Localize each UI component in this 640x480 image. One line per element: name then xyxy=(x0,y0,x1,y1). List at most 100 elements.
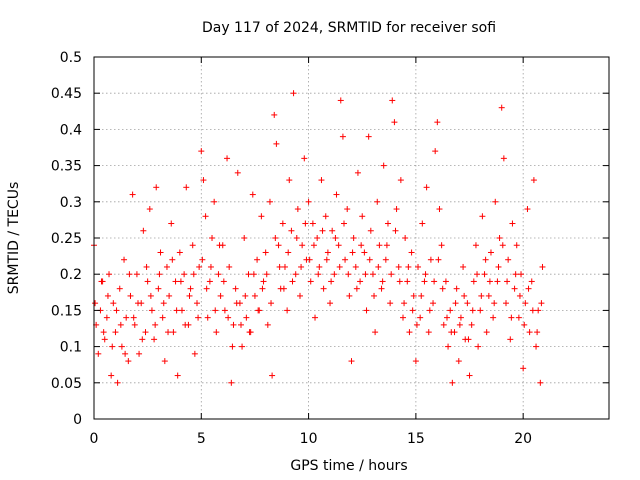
data-point xyxy=(487,249,494,256)
data-point xyxy=(537,379,544,386)
data-point xyxy=(350,235,357,241)
axis-ticks xyxy=(93,56,609,420)
data-point xyxy=(305,198,312,205)
data-point xyxy=(285,249,292,256)
data-point xyxy=(125,358,132,365)
data-point xyxy=(470,278,477,285)
data-point xyxy=(98,278,105,285)
data-point xyxy=(243,314,250,321)
data-point xyxy=(516,292,523,299)
data-point xyxy=(245,271,252,278)
data-point xyxy=(155,285,162,292)
data-point xyxy=(352,263,359,270)
y-tick-label: 0 xyxy=(73,412,82,428)
data-point xyxy=(259,285,266,292)
y-axis-label: SRMTID / TECUs xyxy=(6,182,22,295)
data-point xyxy=(272,235,279,241)
data-point xyxy=(372,329,379,336)
data-point xyxy=(241,235,248,241)
data-point xyxy=(242,292,249,299)
data-point xyxy=(500,155,507,162)
data-point xyxy=(486,278,493,285)
data-point xyxy=(396,278,403,285)
data-point xyxy=(327,300,334,307)
data-point xyxy=(448,329,455,336)
data-point xyxy=(134,300,141,307)
data-point xyxy=(499,242,506,249)
data-point xyxy=(139,336,146,343)
data-point xyxy=(466,372,473,379)
data-point xyxy=(189,242,196,249)
data-point xyxy=(336,263,343,270)
y-tick-label: 0.1 xyxy=(60,340,82,356)
data-point xyxy=(419,220,426,227)
data-point xyxy=(457,314,464,321)
data-point xyxy=(255,307,262,314)
data-point xyxy=(258,213,265,220)
data-point xyxy=(533,343,540,350)
data-point xyxy=(408,249,415,256)
data-point xyxy=(443,314,450,321)
y-tick-label: 0.05 xyxy=(51,376,82,392)
data-point xyxy=(438,242,445,249)
data-point xyxy=(449,379,456,386)
data-point xyxy=(196,263,203,270)
data-point xyxy=(440,321,447,328)
data-point xyxy=(415,263,422,270)
data-point xyxy=(165,329,172,336)
data-point xyxy=(229,343,236,350)
data-point xyxy=(312,314,319,321)
data-point xyxy=(293,235,300,241)
data-point xyxy=(206,278,213,285)
data-point xyxy=(100,329,107,336)
data-point xyxy=(126,271,133,278)
data-point xyxy=(268,300,275,307)
x-tick-label: 15 xyxy=(407,431,425,447)
data-point xyxy=(310,242,317,249)
data-point xyxy=(529,307,536,314)
data-point xyxy=(203,285,210,292)
data-point xyxy=(504,278,511,285)
data-point xyxy=(286,177,293,184)
data-point xyxy=(254,256,261,263)
data-point xyxy=(375,263,382,270)
data-point xyxy=(211,198,218,205)
data-point xyxy=(366,256,373,263)
data-point xyxy=(335,242,342,249)
data-point xyxy=(249,191,256,198)
data-point xyxy=(280,285,287,292)
data-point xyxy=(174,372,181,379)
data-point xyxy=(112,329,119,336)
data-point xyxy=(108,372,115,379)
data-point xyxy=(374,198,381,205)
data-point xyxy=(233,300,240,307)
data-point xyxy=(456,321,463,328)
data-point xyxy=(383,242,390,249)
data-point xyxy=(314,235,321,241)
data-point xyxy=(156,271,163,278)
grid xyxy=(94,57,609,419)
data-point xyxy=(495,263,502,270)
data-point xyxy=(468,321,475,328)
data-point xyxy=(423,184,430,191)
data-point xyxy=(194,300,200,307)
data-point xyxy=(204,314,211,321)
data-point xyxy=(129,191,136,198)
data-point xyxy=(266,198,273,205)
data-point xyxy=(538,300,545,307)
data-point xyxy=(525,285,532,292)
data-point xyxy=(237,321,244,328)
data-point xyxy=(362,271,369,278)
data-point xyxy=(234,169,241,176)
data-point xyxy=(427,256,434,263)
data-point xyxy=(331,271,338,278)
data-point xyxy=(173,307,180,314)
data-point xyxy=(496,235,503,241)
data-point xyxy=(445,343,452,350)
data-point xyxy=(406,329,413,336)
data-point xyxy=(226,263,233,270)
data-point xyxy=(178,307,185,314)
data-point xyxy=(455,358,462,365)
y-tick-label: 0.35 xyxy=(51,159,82,175)
data-point xyxy=(392,227,399,234)
